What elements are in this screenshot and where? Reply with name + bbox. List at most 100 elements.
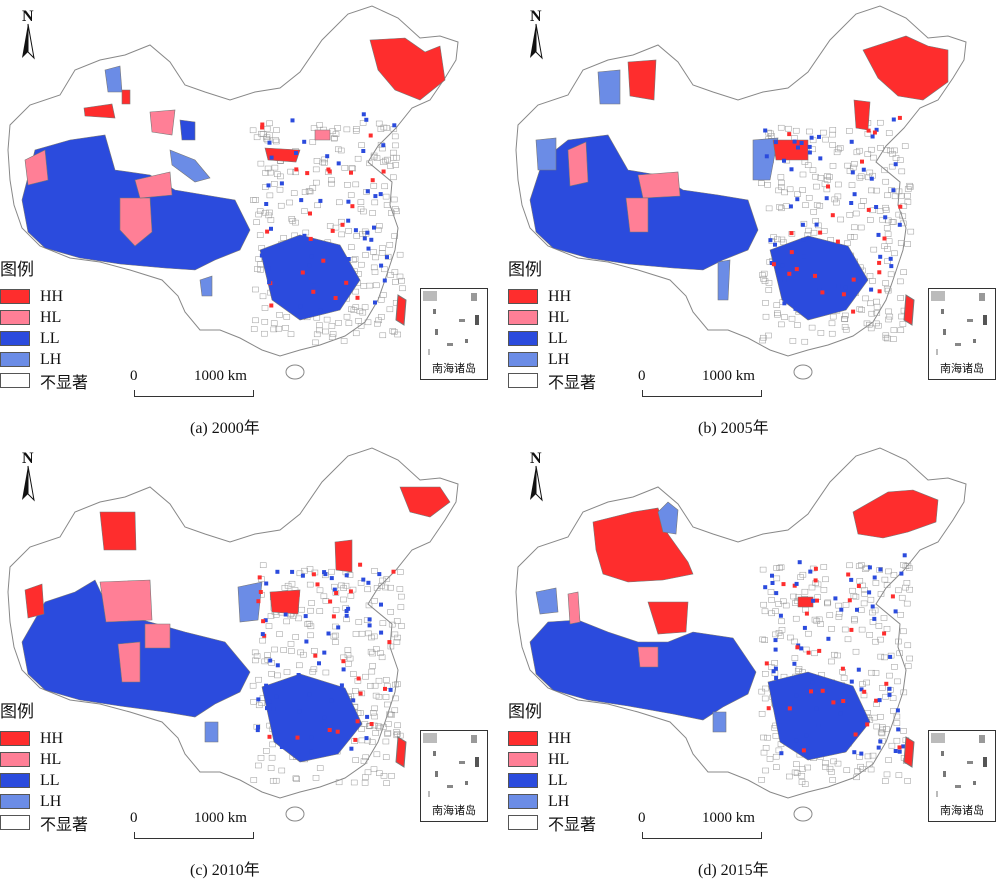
county-cell: [773, 575, 781, 582]
region-ll: [794, 581, 799, 586]
region-hh: [862, 689, 867, 694]
county-cell: [370, 766, 378, 772]
county-cell: [813, 618, 821, 624]
county-cell: [332, 224, 340, 231]
region-lh: [169, 149, 211, 183]
county-cell: [877, 591, 885, 597]
county-cell: [877, 729, 885, 736]
region-ll: [296, 673, 301, 677]
region-hh: [890, 594, 895, 599]
legend-swatch: [508, 773, 538, 788]
county-cell: [804, 162, 812, 168]
county-cell: [883, 582, 891, 588]
region-ll: [799, 141, 804, 145]
legend-label: LH: [548, 350, 570, 368]
county-cell: [373, 751, 381, 758]
region-hh: [835, 239, 840, 244]
county-cell: [392, 681, 399, 688]
county-cell: [380, 159, 387, 165]
legend-label: LL: [40, 771, 60, 789]
region-ll: [264, 202, 269, 206]
county-cell: [821, 181, 829, 187]
region-ll: [872, 616, 877, 621]
region-ll: [267, 140, 272, 145]
region-ll: [859, 751, 864, 756]
county-cell: [835, 146, 842, 153]
region-ll: [379, 263, 384, 268]
county-cell: [879, 724, 886, 730]
region-ll: [895, 708, 900, 713]
region-ll: [361, 112, 366, 117]
county-cell: [399, 285, 406, 292]
county-cell: [255, 762, 262, 769]
county-cell: [822, 764, 829, 770]
region-ll: [808, 569, 813, 574]
region-ll: [768, 238, 773, 243]
county-cell: [370, 154, 378, 160]
south-china-sea-inset: 南海诸岛: [420, 730, 488, 822]
county-cell: [811, 616, 819, 623]
legend-item-lh: LH: [0, 791, 120, 812]
legend-label: LH: [548, 792, 570, 810]
region-ll: [852, 192, 857, 197]
county-cell: [360, 758, 368, 764]
county-cell: [863, 320, 871, 327]
county-cell: [369, 663, 376, 669]
county-cell: [335, 146, 342, 153]
county-cell: [852, 593, 860, 600]
county-cell: [352, 181, 360, 188]
region-ll: [807, 150, 812, 155]
county-cell: [820, 587, 828, 593]
county-cell: [396, 273, 404, 280]
region-ll: [290, 569, 295, 574]
county-cell: [387, 272, 394, 278]
legend: 图例 HH HL LL LH 不显著: [0, 255, 120, 392]
region-ll: [346, 199, 351, 204]
region-ll: [300, 573, 305, 578]
region-hh: [311, 572, 316, 577]
region-ll: [793, 306, 798, 311]
county-cell: [277, 202, 285, 209]
region-ll: [897, 222, 902, 227]
county-cell: [906, 184, 914, 190]
region-taiwan: [903, 736, 915, 768]
county-cell: [371, 199, 379, 206]
county-cell: [758, 180, 765, 186]
county-cell: [316, 608, 324, 614]
county-cell: [292, 775, 300, 782]
region-ll: [329, 698, 334, 703]
legend-label: LL: [40, 329, 60, 347]
county-cell: [777, 174, 785, 180]
legend-item-ll: LL: [0, 770, 120, 791]
county-cell: [259, 637, 266, 644]
county-cell: [828, 330, 836, 337]
county-cell: [799, 171, 807, 178]
county-cell: [289, 218, 297, 224]
county-cell: [826, 612, 834, 618]
region-ll: [361, 577, 366, 582]
county-cell: [778, 321, 785, 328]
county-cell: [352, 304, 360, 310]
county-cell: [321, 160, 328, 166]
legend-item-hh: HH: [508, 728, 628, 749]
county-cell: [376, 724, 383, 731]
region-ll: [839, 607, 844, 612]
county-cell: [844, 636, 852, 643]
region-hh: [862, 35, 949, 101]
legend-label: 不显著: [40, 372, 89, 392]
north-arrow: N: [18, 450, 48, 502]
county-cell: [867, 325, 875, 332]
region-hh: [882, 631, 887, 636]
legend-label: LL: [548, 329, 568, 347]
legend-swatch: [0, 815, 30, 830]
county-cell: [898, 168, 906, 175]
county-cell: [811, 650, 818, 657]
legend-swatch: [0, 752, 30, 767]
county-cell: [842, 312, 849, 319]
county-cell: [885, 568, 892, 575]
county-cell: [791, 769, 799, 776]
region-ll: [332, 587, 337, 592]
county-cell: [895, 587, 902, 594]
region-lh: [657, 501, 679, 535]
region-ll: [294, 151, 298, 155]
